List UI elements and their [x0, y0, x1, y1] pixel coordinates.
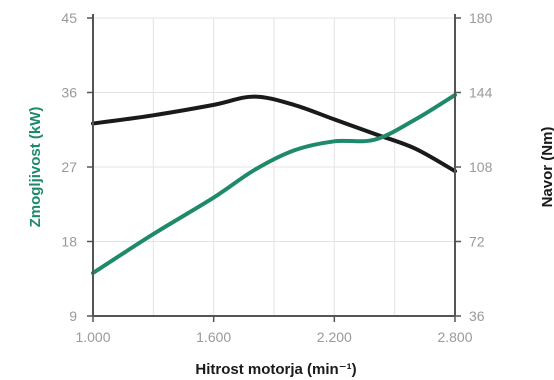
power-line: [91, 93, 457, 275]
x-tick-label: 1.600: [196, 329, 231, 345]
x-tick-label: 1.000: [75, 329, 110, 345]
x-tick-label: 2.200: [317, 329, 352, 345]
axes-frame: [92, 14, 456, 317]
y-right-tick-label: 36: [469, 308, 485, 324]
x-tick-label: 2.800: [437, 329, 472, 345]
y-left-tick-label: 45: [61, 10, 77, 26]
torque-line: [91, 94, 457, 174]
y-right-tick-label: 72: [469, 234, 485, 250]
y-left-tick-label: 18: [61, 234, 77, 250]
y-left-tick-label: 36: [61, 85, 77, 101]
y-left-tick-label: 27: [61, 159, 77, 175]
grid: [93, 17, 455, 316]
series-layer: [91, 93, 457, 275]
y-left-tick-label: 9: [69, 308, 77, 324]
y-right-tick-label: 108: [469, 159, 493, 175]
tick-labels: 9 18 27 36 45 36 72 108 144 180 1.000 1.600 2.200 2.8…: [61, 10, 492, 345]
y-right-axis-title: Navor (Nm): [539, 127, 554, 208]
y-right-tick-label: 144: [469, 85, 493, 101]
y-right-tick-label: 180: [469, 10, 493, 26]
y-left-axis-title: Zmogljivost (kW): [27, 107, 44, 228]
x-axis-title: Hitrost motorja (min⁻¹): [195, 361, 356, 378]
